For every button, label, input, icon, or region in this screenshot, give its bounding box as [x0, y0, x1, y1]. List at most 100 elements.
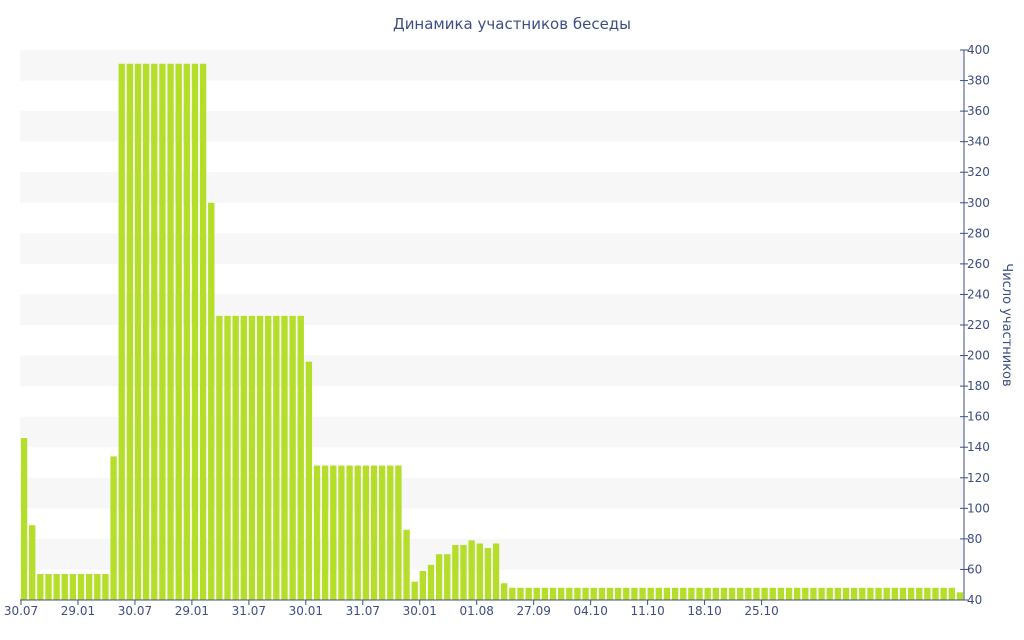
bar [924, 587, 931, 600]
bar [753, 587, 760, 600]
x-tick-label: 29.01 [61, 604, 95, 618]
bar [574, 587, 581, 600]
bar [834, 587, 842, 600]
bar [606, 587, 614, 600]
bar [785, 587, 793, 600]
bar [118, 63, 125, 600]
bar [94, 574, 101, 600]
x-tick-label: 04.10 [573, 604, 607, 618]
bar [419, 570, 426, 600]
bar [134, 63, 142, 600]
bar [37, 574, 44, 600]
bar [468, 540, 475, 600]
bar [639, 587, 646, 600]
y-tick-label: 120 [967, 471, 990, 485]
bar [802, 587, 809, 600]
x-tick-label: 18.10 [687, 604, 721, 618]
bar [696, 587, 703, 600]
x-tick-label: 31.07 [346, 604, 380, 618]
bar [216, 315, 223, 600]
bar [598, 587, 606, 600]
bar [427, 564, 435, 600]
bar [199, 63, 207, 600]
bar [623, 587, 630, 600]
y-tick-label: 140 [967, 440, 990, 454]
bar [842, 587, 850, 600]
bar [899, 587, 907, 600]
bar [395, 465, 402, 600]
bar [728, 587, 736, 600]
bar [273, 315, 280, 600]
bar [737, 587, 744, 600]
bar [663, 587, 671, 600]
bar [769, 587, 776, 600]
y-tick-label: 60 [967, 562, 982, 576]
x-tick-label: 30.01 [289, 604, 323, 618]
y-tick-label: 100 [967, 501, 990, 515]
bar [745, 587, 752, 600]
bar [671, 587, 679, 600]
bar [248, 315, 256, 600]
y-tick-label: 200 [967, 349, 990, 363]
bar [126, 63, 134, 600]
bar [590, 587, 597, 600]
x-tick-label: 31.07 [232, 604, 266, 618]
bar [208, 202, 215, 600]
bars [20, 63, 964, 600]
bar [525, 587, 532, 600]
bar [183, 63, 190, 600]
bar [289, 315, 296, 600]
y-tick-label: 180 [967, 379, 990, 393]
y-tick-label: 220 [967, 318, 990, 332]
bar [647, 587, 654, 600]
bar [476, 543, 483, 600]
bar [61, 574, 68, 600]
bar [305, 361, 313, 600]
bar [541, 587, 549, 600]
bar [362, 465, 370, 600]
bar [940, 587, 947, 600]
bar [297, 315, 304, 600]
bar [558, 587, 565, 600]
y-tick-label: 240 [967, 287, 990, 301]
bar [232, 315, 239, 600]
bar [435, 554, 443, 600]
y-tick-label: 340 [967, 135, 990, 149]
bar [175, 63, 182, 600]
bar [224, 315, 231, 600]
y-tick-label: 260 [967, 257, 990, 271]
bar [501, 583, 508, 600]
bar [810, 587, 817, 600]
bar [761, 587, 768, 600]
bar [566, 587, 573, 600]
bar [680, 587, 687, 600]
chart-title: Динамика участников беседы [393, 15, 631, 33]
y-tick-label: 320 [967, 165, 990, 179]
bar [533, 587, 540, 600]
bar [313, 465, 321, 600]
bar [777, 587, 785, 600]
bar [549, 587, 557, 600]
bar [826, 587, 833, 600]
bar [794, 587, 801, 600]
x-ticks: 30.07 29.01 30.07 29.01 31.07 30.01 31.07 30.01… [4, 600, 779, 618]
bar [655, 587, 662, 600]
bar [916, 587, 923, 600]
bar [167, 63, 174, 600]
bar [45, 574, 52, 600]
bar [29, 525, 36, 600]
x-tick-label: 30.01 [403, 604, 437, 618]
bar [460, 545, 467, 600]
bar [370, 465, 378, 600]
bar [818, 587, 825, 600]
bar [867, 587, 874, 600]
bar [484, 548, 492, 600]
y-tick-label: 300 [967, 196, 990, 210]
bar [338, 465, 345, 600]
y-tick-label: 80 [967, 532, 982, 546]
x-tick-label: 11.10 [630, 604, 664, 618]
bar [281, 315, 288, 600]
bar [354, 465, 361, 600]
bar [614, 587, 622, 600]
